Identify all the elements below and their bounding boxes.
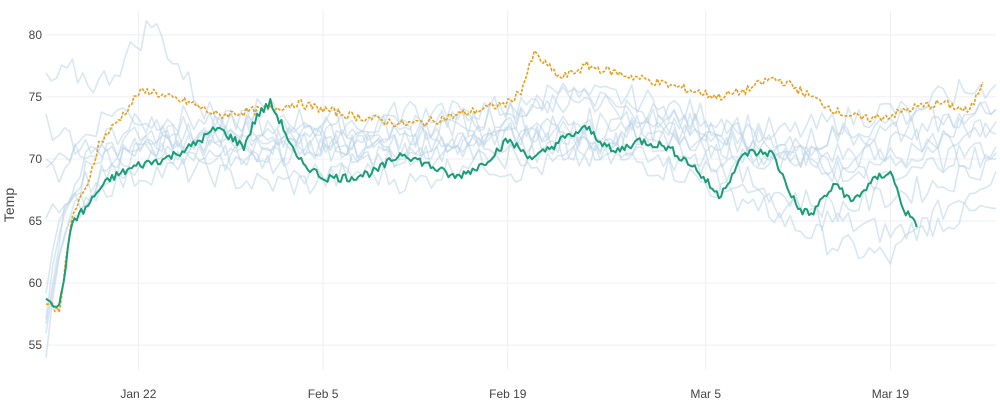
y-tick-label: 70: [29, 152, 43, 166]
highlighted-series-group: [45, 50, 984, 314]
y-axis-title: Temp: [1, 188, 17, 222]
x-tick-label: Mar 19: [872, 387, 910, 401]
background-series-line-2: [45, 86, 997, 324]
background-series-line-1: [45, 108, 997, 358]
background-series-group: [45, 20, 997, 358]
x-tick-label: Feb 19: [489, 387, 527, 401]
x-tick-label: Mar 5: [690, 387, 721, 401]
grid-lines: [46, 10, 996, 370]
background-series-line-8: [45, 107, 997, 219]
y-tick-label: 55: [29, 338, 43, 352]
background-series-line-3: [45, 132, 997, 294]
background-series-line-7: [45, 20, 997, 168]
background-series-line-6: [45, 144, 997, 320]
y-axis-ticks: 55 60 65 70 75 80: [29, 28, 43, 352]
orange-series-line: [46, 50, 984, 314]
green-series-line: [45, 98, 918, 308]
background-series-line-10: [45, 122, 997, 334]
x-tick-label: Jan 22: [120, 387, 156, 401]
y-tick-label: 60: [29, 276, 43, 290]
x-tick-label: Feb 5: [308, 387, 339, 401]
x-axis-ticks: Jan 22 Feb 5 Feb 19 Mar 5 Mar 19: [120, 387, 909, 401]
y-tick-label: 65: [29, 214, 43, 228]
y-tick-label: 75: [29, 90, 43, 104]
y-tick-label: 80: [29, 28, 43, 42]
